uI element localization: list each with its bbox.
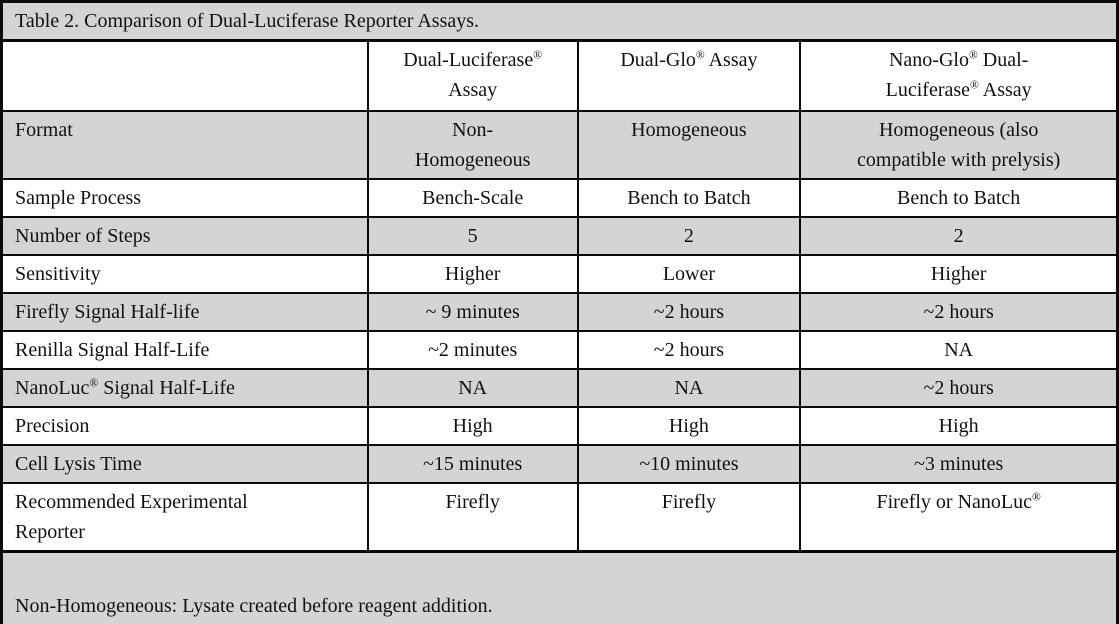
cell: Homogeneous bbox=[576, 109, 802, 180]
table-row-nanoluc-half-life: NanoLuc® Signal Half-Life NA NA ~2 hours bbox=[0, 367, 1119, 408]
cell: ~2 hours bbox=[576, 329, 802, 370]
column-header-dual-glo: Dual-Glo® Assay bbox=[576, 39, 802, 112]
cell: Bench to Batch bbox=[799, 177, 1119, 218]
cell: Bench to Batch bbox=[576, 177, 802, 218]
cell: Firefly bbox=[576, 481, 802, 552]
cell: Bench-Scale bbox=[366, 177, 579, 218]
row-label: Firefly Signal Half-life bbox=[0, 291, 369, 332]
column-header-dual-luciferase: Dual-Luciferase® Assay bbox=[366, 39, 579, 112]
row-label: Renilla Signal Half-Life bbox=[0, 329, 369, 370]
cell: High bbox=[799, 405, 1119, 446]
table-title-row: Table 2. Comparison of Dual-Luciferase R… bbox=[0, 0, 1119, 42]
cell: NA bbox=[576, 367, 802, 408]
row-label: Number of Steps bbox=[0, 215, 369, 256]
cell: ~ 9 minutes bbox=[366, 291, 579, 332]
table-row-format: Format Non- Homogeneous Homogeneous Homo… bbox=[0, 109, 1119, 180]
table-row-precision: Precision High High High bbox=[0, 405, 1119, 446]
row-label: Format bbox=[0, 109, 369, 180]
cell: Lower bbox=[576, 253, 802, 294]
table-row-renilla-half-life: Renilla Signal Half-Life ~2 minutes ~2 h… bbox=[0, 329, 1119, 370]
footnote-line: Non-Homogeneous: Lysate created before r… bbox=[15, 594, 493, 617]
cell: ~2 minutes bbox=[366, 329, 579, 370]
column-header-nano-glo: Nano-Glo® Dual- Luciferase® Assay bbox=[799, 39, 1119, 112]
table-row-firefly-half-life: Firefly Signal Half-life ~ 9 minutes ~2 … bbox=[0, 291, 1119, 332]
cell: Firefly or NanoLuc® bbox=[799, 481, 1119, 552]
header-stub-cell bbox=[0, 39, 369, 112]
cell: 2 bbox=[799, 215, 1119, 256]
cell: High bbox=[366, 405, 579, 446]
cell: Higher bbox=[366, 253, 579, 294]
cell: ~2 hours bbox=[576, 291, 802, 332]
table-title: Table 2. Comparison of Dual-Luciferase R… bbox=[0, 0, 1119, 42]
cell: 5 bbox=[366, 215, 579, 256]
cell: 2 bbox=[576, 215, 802, 256]
table-row-sensitivity: Sensitivity Higher Lower Higher bbox=[0, 253, 1119, 294]
table-row-number-of-steps: Number of Steps 5 2 2 bbox=[0, 215, 1119, 256]
table-footnotes-row: Non-Homogeneous: Lysate created before r… bbox=[0, 549, 1119, 624]
row-label: NanoLuc® Signal Half-Life bbox=[0, 367, 369, 408]
table-row-cell-lysis-time: Cell Lysis Time ~15 minutes ~10 minutes … bbox=[0, 443, 1119, 484]
cell: ~2 hours bbox=[799, 291, 1119, 332]
row-label: Cell Lysis Time bbox=[0, 443, 369, 484]
row-label: Sensitivity bbox=[0, 253, 369, 294]
table-header-row: Dual-Luciferase® Assay Dual-Glo® Assay N… bbox=[0, 39, 1119, 112]
cell: High bbox=[576, 405, 802, 446]
cell: ~2 hours bbox=[799, 367, 1119, 408]
cell: Firefly bbox=[366, 481, 579, 552]
cell: NA bbox=[366, 367, 579, 408]
cell: ~15 minutes bbox=[366, 443, 579, 484]
cell: NA bbox=[799, 329, 1119, 370]
row-label: Recommended Experimental Reporter bbox=[0, 481, 369, 552]
cell: ~10 minutes bbox=[576, 443, 802, 484]
cell: Non- Homogeneous bbox=[366, 109, 579, 180]
cell: ~3 minutes bbox=[799, 443, 1119, 484]
cell: Homogeneous (also compatible with prelys… bbox=[799, 109, 1119, 180]
table-row-sample-process: Sample Process Bench-Scale Bench to Batc… bbox=[0, 177, 1119, 218]
row-label: Precision bbox=[0, 405, 369, 446]
row-label: Sample Process bbox=[0, 177, 369, 218]
table-footnotes: Non-Homogeneous: Lysate created before r… bbox=[0, 549, 1119, 624]
table-row-recommended-reporter: Recommended Experimental Reporter Firefl… bbox=[0, 481, 1119, 552]
cell: Higher bbox=[799, 253, 1119, 294]
